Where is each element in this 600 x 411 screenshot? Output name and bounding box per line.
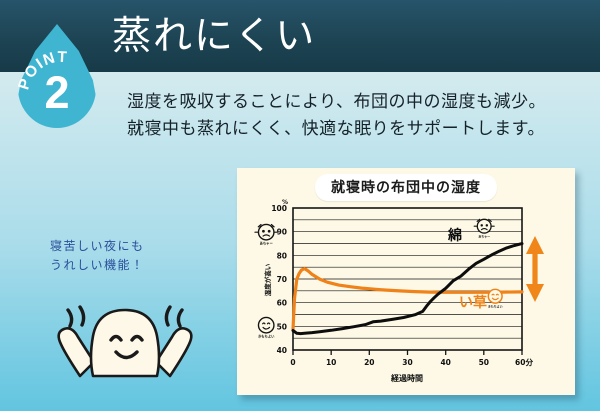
series-cotton xyxy=(291,242,524,336)
series-label-cotton: 綿 xyxy=(447,227,462,244)
smiling-face-icon: きもちよい xyxy=(257,316,275,339)
svg-text:60: 60 xyxy=(277,299,287,308)
svg-text:あちゃー: あちゃー xyxy=(260,241,274,246)
svg-text:70: 70 xyxy=(277,275,287,284)
svg-text:0: 0 xyxy=(290,358,295,367)
svg-text:80: 80 xyxy=(277,251,287,260)
point-number: 2 xyxy=(44,67,70,118)
svg-text:100: 100 xyxy=(271,204,287,213)
point-arc-text: POINT xyxy=(18,49,67,92)
svg-text:30: 30 xyxy=(402,358,412,367)
header-bar xyxy=(0,0,600,72)
x-axis-labels: 0 10 20 30 40 50 60分 xyxy=(290,357,533,367)
point-badge: POINT 2 xyxy=(18,24,96,128)
mascot-caption-line-2: うれしい機能！ xyxy=(50,258,145,272)
series-igusa xyxy=(291,266,524,331)
page-title: 蒸れにくい xyxy=(112,15,317,58)
svg-text:きもちよい: きもちよい xyxy=(488,303,503,308)
svg-text:10: 10 xyxy=(326,358,336,367)
svg-text:20: 20 xyxy=(364,358,374,367)
svg-text:50: 50 xyxy=(479,358,489,367)
svg-text:40: 40 xyxy=(277,346,287,355)
description-text: 湿度を吸収することにより、布団の中の湿度も減少。 就寝中も蒸れにくく、快適な眠り… xyxy=(127,88,567,142)
chart-title: 就寝時の布団中の湿度 xyxy=(315,174,497,201)
y-axis-label: 湿度が高い xyxy=(263,263,272,296)
difference-arrow xyxy=(526,236,544,302)
igusa-series-face-icon: きもちよい xyxy=(487,288,503,308)
svg-text:90: 90 xyxy=(277,228,287,237)
svg-text:%: % xyxy=(282,199,288,206)
svg-text:40: 40 xyxy=(440,358,450,367)
svg-text:きもちよい: きもちよい xyxy=(258,334,275,339)
description-line-1: 湿度を吸収することにより、布団の中の湿度も減少。 xyxy=(127,92,546,111)
y-axis-ticks: % 100 90 80 70 60 50 40 xyxy=(271,199,288,355)
sweating-face-icon: あちゃー xyxy=(254,223,279,246)
chart-card: 就寝時の布団中の湿度 % 100 90 xyxy=(237,168,575,395)
description-line-2: 就寝中も蒸れにくく、快適な眠りをサポートします。 xyxy=(127,119,545,138)
cotton-series-face-icon: あちゃー xyxy=(473,218,495,238)
x-axis-ticks xyxy=(292,350,523,355)
mascot-caption-line-1: 寝苦しい夜にも xyxy=(50,239,145,253)
x-axis-label: 経過時間 xyxy=(390,373,423,383)
svg-text:あちゃー: あちゃー xyxy=(478,233,490,238)
humidity-line-chart: % 100 90 80 70 60 50 40 0 10 xyxy=(254,199,544,383)
series-label-igusa: い草 xyxy=(459,294,487,311)
svg-text:60分: 60分 xyxy=(515,357,533,367)
svg-text:50: 50 xyxy=(277,322,287,331)
mascot-caption: 寝苦しい夜にも うれしい機能！ xyxy=(50,237,145,275)
happy-character-icon xyxy=(57,305,193,378)
